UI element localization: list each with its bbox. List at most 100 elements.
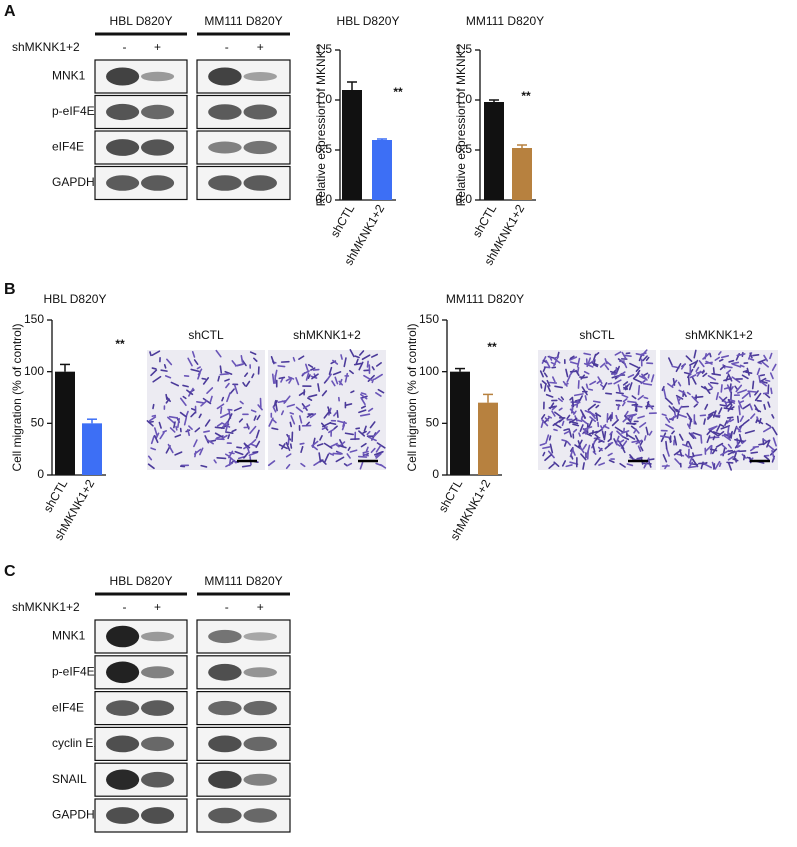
cell [647,374,650,379]
cell [375,453,382,459]
cell [328,366,333,375]
cell [600,383,605,389]
cell [665,416,671,423]
cell [246,446,250,454]
cell [692,432,702,437]
cell [663,388,667,398]
cell [335,456,345,463]
cell [572,428,578,433]
cell [299,442,305,445]
cell [160,369,168,372]
cell [738,400,745,404]
cell [225,382,230,389]
cell [563,428,569,432]
cell [360,405,367,409]
cell [307,364,314,368]
cell [589,380,597,386]
cell [366,430,371,436]
cell [639,422,647,428]
cell [725,369,732,375]
cell [301,370,310,376]
cell [742,419,750,425]
cell [373,373,383,380]
cell [765,422,772,428]
cell [167,443,174,454]
cell [710,425,718,431]
cell [650,374,655,383]
cell [287,434,290,446]
cell [542,366,546,373]
cell [553,358,561,364]
cell [226,392,231,403]
cell [662,454,668,463]
group-header: MM111 D820Y [204,14,282,28]
cell [729,386,734,393]
blot-band [141,666,175,679]
cell [219,372,230,376]
cell [589,416,597,423]
cell [738,405,741,416]
cell [754,390,759,396]
cell [307,374,311,379]
chart-title: HBL D820Y [337,14,400,28]
cell [337,420,347,424]
error-bar [489,99,499,102]
cell [704,361,713,365]
cell [362,453,369,457]
cell [360,397,366,406]
protein-label: GAPDH [52,808,95,822]
cell [152,375,162,383]
cell [767,401,771,408]
cell [630,425,636,430]
error-bar [377,138,387,140]
cell [540,383,543,389]
cell [637,394,644,401]
cell [749,404,753,411]
y-tick-label: 0.0 [315,192,332,206]
cell [359,350,365,356]
cell [219,365,223,374]
cell [552,376,556,383]
condition-sign: - [122,40,126,54]
cell [727,443,732,449]
cell [673,449,682,456]
cell [331,380,336,387]
cell [227,413,233,423]
blot-band [106,807,140,824]
cell [729,418,735,423]
cell [720,425,731,430]
cell [155,432,160,440]
cell [202,377,210,385]
cell [603,431,607,441]
cell [579,446,585,454]
cell [318,452,322,462]
cell [592,400,601,404]
cell [153,434,159,444]
cell [541,356,547,364]
cell [564,382,569,386]
cell [375,391,382,397]
protein-label: eIF4E [52,140,84,154]
cell [354,355,360,359]
cell [631,395,637,400]
cell [240,354,244,363]
blot-band [106,67,140,86]
cell [599,362,606,368]
cell [635,439,643,445]
cell [187,428,191,437]
cell [365,446,369,452]
cell [289,443,293,449]
cell [175,425,178,431]
cell [623,362,628,369]
cell [700,385,707,390]
cell [563,440,568,447]
blot-band [106,175,140,191]
condition-sign: + [154,40,161,54]
cell [332,371,342,376]
cell [191,350,196,358]
cell [732,458,739,462]
micrograph-bg [147,350,265,470]
blot-band [208,104,242,120]
blot-band [141,771,175,788]
cell [362,450,369,454]
